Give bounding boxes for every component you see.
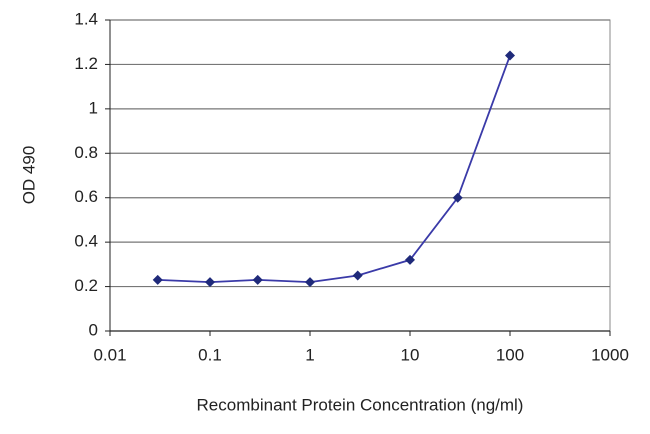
x-tick-label: 100 bbox=[496, 345, 524, 364]
y-tick-label: 1 bbox=[89, 98, 98, 117]
y-tick-label: 0 bbox=[89, 320, 98, 339]
data-point bbox=[205, 277, 215, 288]
data-line bbox=[157, 55, 511, 284]
y-tick-label: 1.2 bbox=[74, 54, 98, 73]
x-tick-label: 1000 bbox=[591, 345, 629, 364]
y-axis-title: OD 490 bbox=[19, 146, 38, 205]
data-point bbox=[152, 274, 163, 285]
x-tick-label: 10 bbox=[401, 345, 420, 364]
x-axis-title: Recombinant Protein Concentration (ng/ml… bbox=[197, 395, 524, 414]
y-tick-label: 0.6 bbox=[74, 187, 98, 206]
y-tick-label: 0.4 bbox=[74, 232, 98, 251]
x-tick-label: 0.1 bbox=[198, 345, 222, 364]
data-point bbox=[305, 277, 315, 288]
x-tick-label: 0.01 bbox=[93, 345, 126, 364]
data-point bbox=[405, 254, 415, 265]
plot-area bbox=[109, 19, 611, 332]
y-tick-label: 0.2 bbox=[74, 276, 98, 295]
y-tick-label: 0.8 bbox=[74, 143, 98, 162]
data-point bbox=[505, 50, 515, 61]
y-tick-label: 1.4 bbox=[74, 9, 98, 28]
data-point bbox=[352, 270, 363, 281]
data-point bbox=[252, 274, 263, 285]
data-point bbox=[452, 192, 463, 203]
x-tick-label: 1 bbox=[305, 345, 314, 364]
